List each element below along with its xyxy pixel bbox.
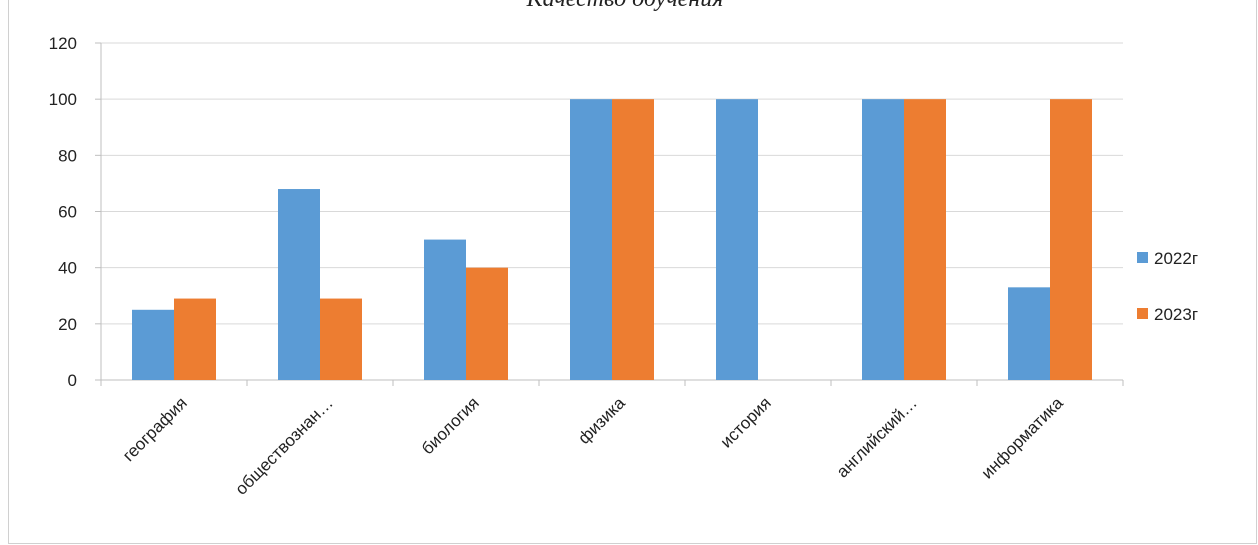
legend-swatch [1137, 308, 1148, 319]
y-tick-label: 100 [49, 90, 77, 109]
y-tick-label: 40 [58, 259, 77, 278]
bar-2022г-география [132, 309, 174, 380]
bar-2022г-история [716, 99, 758, 381]
legend-swatch [1137, 252, 1148, 263]
bar-2022г-физика [570, 99, 612, 381]
y-tick-label: 60 [58, 203, 77, 222]
x-tick-label: биология [418, 393, 483, 458]
x-tick-label: информатика [978, 393, 1068, 483]
x-tick-labels: география обществознан… биология физика исто… [119, 393, 1067, 499]
legend: 2022г 2023г [1137, 249, 1198, 324]
x-tick-label: английский… [833, 393, 921, 481]
legend-label: 2023г [1154, 305, 1198, 324]
x-tick-label: физика [574, 393, 629, 448]
bar-2022г-биология [424, 239, 466, 380]
bar-2022г-информатика [1008, 287, 1050, 380]
y-tick-label: 120 [49, 34, 77, 53]
bar-2022г-английский… [862, 99, 904, 381]
y-tick-label: 80 [58, 146, 77, 165]
x-tick-label: обществознан… [232, 393, 337, 498]
x-tick-label: география [119, 393, 191, 465]
bar-2023г-география [174, 298, 216, 380]
y-tick-labels: 0 20 40 60 80 100 120 [49, 34, 77, 390]
bars [132, 99, 1092, 381]
chart-title: Качество обучения [526, 0, 724, 12]
bar-2023г-физика [612, 99, 654, 381]
bar-2022г-обществознан… [278, 189, 320, 380]
bar-2023г-обществознан… [320, 298, 362, 380]
bar-2023г-английский… [904, 99, 946, 381]
x-tick-label: история [717, 393, 775, 451]
chart-title-group: Качество обучения [526, 0, 724, 12]
legend-label: 2022г [1154, 249, 1198, 268]
bar-2023г-биология [466, 267, 508, 380]
bar-2023г-информатика [1050, 99, 1092, 381]
y-tick-label: 20 [58, 315, 77, 334]
y-tick-label: 0 [68, 371, 77, 390]
